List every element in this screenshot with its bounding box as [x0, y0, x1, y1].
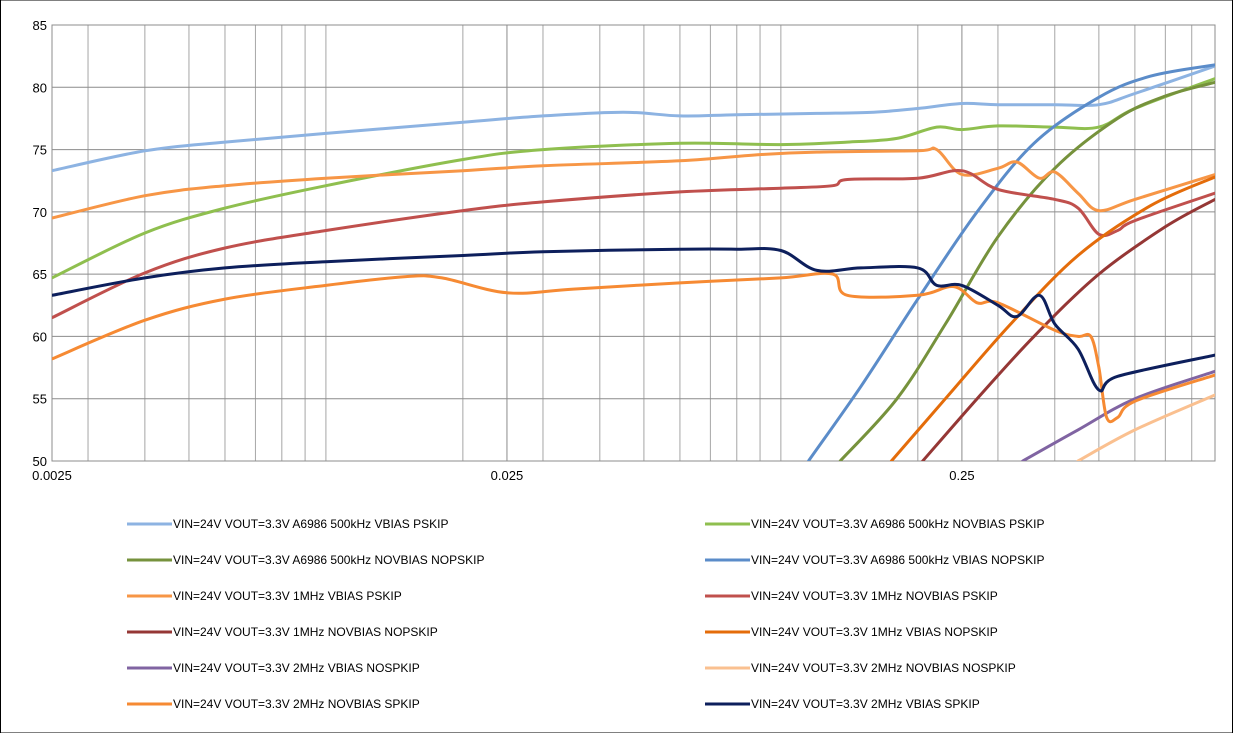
series-line-2 — [52, 77, 1215, 280]
legend-label: VIN=24V VOUT=3.3V A6986 500kHz VBIAS PSK… — [173, 517, 448, 531]
legend-label: VIN=24V VOUT=3.3V 1MHz VBIAS PSKIP — [173, 589, 402, 603]
series-line-12 — [52, 247, 1215, 393]
y-tick-label: 80 — [33, 80, 47, 95]
y-tick-label: 60 — [33, 329, 47, 344]
series-line-10 — [1076, 393, 1215, 461]
legend-item: VIN=24V VOUT=3.3V A6986 500kHz NOVBIAS N… — [127, 553, 484, 567]
series-layer — [52, 63, 1215, 461]
legend-label: VIN=24V VOUT=3.3V 1MHz VBIAS NOPSKIP — [751, 625, 998, 639]
series-line-5 — [52, 146, 1215, 220]
y-tick-label: 65 — [33, 267, 47, 282]
series-line-3 — [838, 80, 1215, 461]
grid-layer — [51, 24, 1216, 462]
legend-item: VIN=24V VOUT=3.3V A6986 500kHz NOVBIAS P… — [705, 517, 1044, 531]
plot-area — [51, 24, 1216, 462]
legend-label: VIN=24V VOUT=3.3V A6986 500kHz NOVBIAS P… — [751, 517, 1044, 531]
series-line-4 — [807, 63, 1215, 461]
y-tick-label: 50 — [33, 454, 47, 469]
legend-item: VIN=24V VOUT=3.3V 2MHz NOVBIAS SPKIP — [127, 697, 420, 711]
y-tick-label: 70 — [33, 205, 47, 220]
y-tick-label: 85 — [33, 18, 47, 33]
legend-item: VIN=24V VOUT=3.3V 1MHz NOVBIAS NOPSKIP — [127, 625, 438, 639]
y-tick-label: 55 — [33, 392, 47, 407]
legend-label: VIN=24V VOUT=3.3V 1MHz NOVBIAS NOPSKIP — [173, 625, 438, 639]
legend-item: VIN=24V VOUT=3.3V 2MHz VBIAS NOSPKIP — [127, 661, 420, 675]
legend-label: VIN=24V VOUT=3.3V 1MHz NOVBIAS PSKIP — [751, 589, 998, 603]
legend-item: VIN=24V VOUT=3.3V 1MHz VBIAS NOPSKIP — [705, 625, 998, 639]
series-line-8 — [889, 175, 1215, 461]
series-line-7 — [921, 197, 1215, 461]
legend-label: VIN=24V VOUT=3.3V 2MHz VBIAS SPKIP — [751, 697, 980, 711]
series-line-9 — [1021, 369, 1215, 461]
legend-item: VIN=24V VOUT=3.3V A6986 500kHz VBIAS NOP… — [705, 553, 1044, 567]
series-line-11 — [52, 271, 1215, 424]
x-tick-label: 0.25 — [949, 468, 974, 483]
legend-label: VIN=24V VOUT=3.3V A6986 500kHz VBIAS NOP… — [751, 553, 1044, 567]
legend: VIN=24V VOUT=3.3V A6986 500kHz VBIAS PSK… — [127, 517, 1044, 711]
y-tick-label: 75 — [33, 143, 47, 158]
legend-item: VIN=24V VOUT=3.3V A6986 500kHz VBIAS PSK… — [127, 517, 448, 531]
legend-label: VIN=24V VOUT=3.3V 2MHz NOVBIAS NOSPKIP — [751, 661, 1016, 675]
series-line-6 — [52, 168, 1215, 320]
legend-item: VIN=24V VOUT=3.3V 1MHz NOVBIAS PSKIP — [705, 589, 998, 603]
legend-item: VIN=24V VOUT=3.3V 2MHz NOVBIAS NOSPKIP — [705, 661, 1016, 675]
x-tick-label: 0.0025 — [32, 468, 72, 483]
legend-label: VIN=24V VOUT=3.3V A6986 500kHz NOVBIAS N… — [173, 553, 484, 567]
legend-label: VIN=24V VOUT=3.3V 2MHz NOVBIAS SPKIP — [173, 697, 420, 711]
legend-label: VIN=24V VOUT=3.3V 2MHz VBIAS NOSPKIP — [173, 661, 420, 675]
series-line-1 — [52, 64, 1215, 173]
legend-item: VIN=24V VOUT=3.3V 2MHz VBIAS SPKIP — [705, 697, 980, 711]
axis-layer: 50 55 60 65 70 75 80 85 0.0025 0.025 0.25 — [32, 18, 974, 483]
x-tick-label: 0.025 — [491, 468, 524, 483]
legend-item: VIN=24V VOUT=3.3V 1MHz VBIAS PSKIP — [127, 589, 402, 603]
